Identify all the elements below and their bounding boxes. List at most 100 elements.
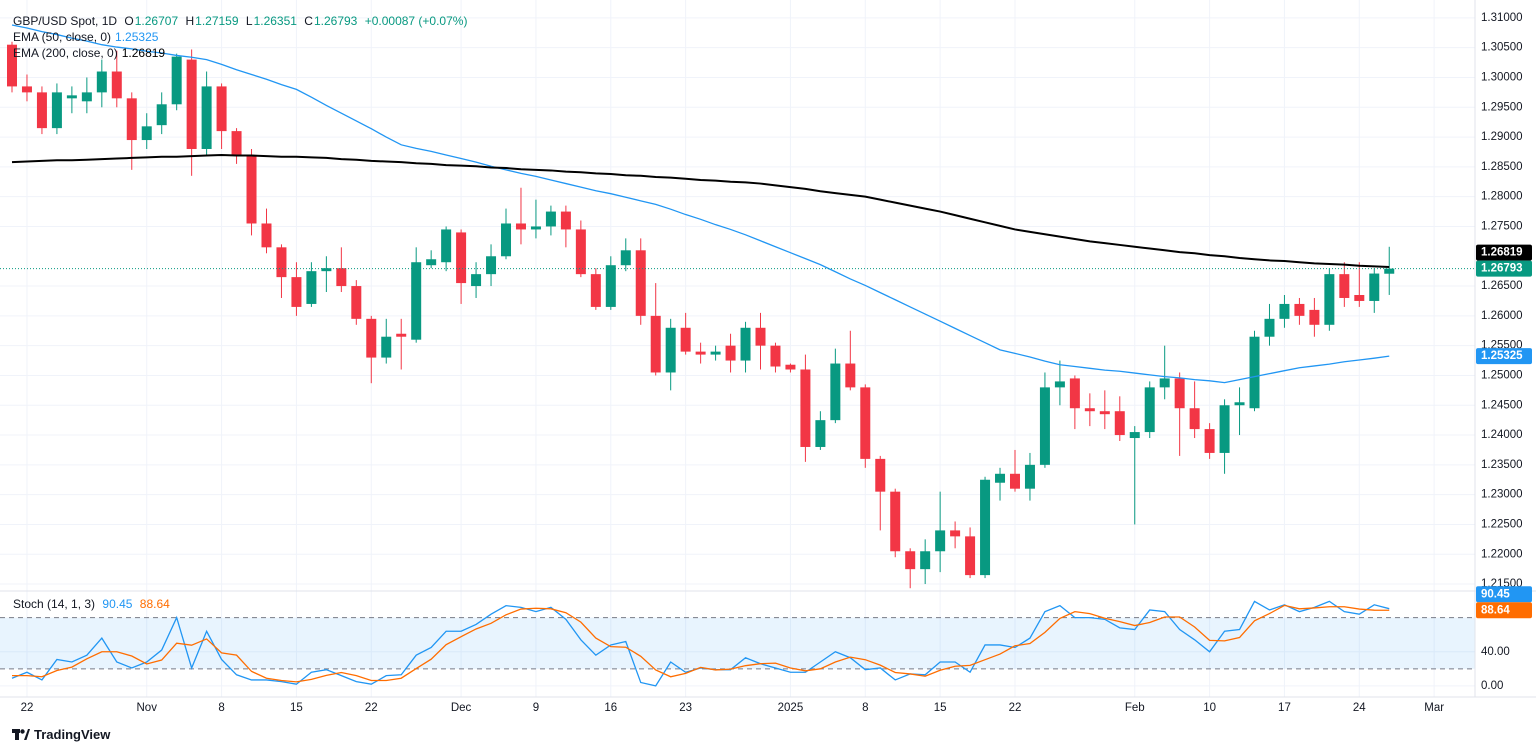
series-line — [11, 153, 1390, 269]
candle-body — [471, 274, 482, 287]
candle-body — [1129, 432, 1140, 439]
x-tick-label: 17 — [1278, 702, 1291, 714]
candle-body — [306, 271, 317, 304]
candle-body — [381, 336, 392, 358]
price-badge — [1476, 260, 1532, 277]
candle-body — [141, 126, 152, 141]
title-row: GBP/USD Spot, 1D O1.26707 H1.27159 L1.26… — [13, 13, 471, 29]
indicator-title: Stoch (14, 1, 3) — [13, 597, 96, 611]
legend-value: 1.26819 — [121, 46, 166, 60]
x-tick-label: 8 — [218, 702, 224, 714]
candle-body — [620, 250, 631, 266]
candle-body — [920, 551, 931, 570]
series-line — [12, 604, 1390, 683]
candle-body — [111, 71, 122, 99]
candle-body — [1219, 405, 1230, 453]
candle-body — [875, 458, 886, 492]
candle-body — [96, 71, 107, 93]
candle-body — [1249, 336, 1260, 409]
x-tick-label: 23 — [679, 702, 692, 714]
price-badge — [1476, 348, 1532, 365]
candle-body — [830, 363, 841, 421]
y-tick-label: 1.24500 — [1481, 399, 1523, 411]
candle-body — [815, 420, 826, 447]
candle-body — [1204, 429, 1215, 453]
candle-body — [710, 351, 721, 355]
candle-body — [7, 44, 17, 87]
candle-body — [695, 351, 706, 355]
candle-body — [680, 327, 691, 352]
candle-body — [1234, 402, 1245, 406]
candle-body — [950, 530, 961, 537]
ohlc-letter: H — [185, 14, 195, 28]
candle-body — [1054, 381, 1065, 388]
candle-body — [276, 247, 287, 278]
candle-body — [1069, 378, 1080, 409]
ohlc-value: 1.26707 — [134, 14, 179, 28]
y-tick-label: 1.30000 — [1481, 72, 1523, 84]
candle-body — [426, 259, 437, 266]
legend-value: 90.45 — [102, 597, 133, 611]
candle-body — [486, 256, 497, 275]
candle-body — [1024, 464, 1035, 489]
chart-title: GBP/USD Spot, 1D — [13, 14, 118, 28]
price-badge — [1476, 602, 1532, 619]
candle-body — [785, 364, 796, 370]
y-tick-label: 0.00 — [1481, 680, 1503, 692]
candle-body — [740, 327, 751, 361]
candle-body — [545, 211, 556, 227]
candle-body — [246, 154, 257, 224]
candle-body — [1354, 295, 1365, 301]
x-tick-label: 15 — [290, 702, 303, 714]
x-tick-label: 9 — [533, 702, 539, 714]
x-tick-label: Mar — [1424, 702, 1444, 714]
candle-body — [456, 232, 467, 284]
candle-body — [351, 286, 362, 319]
candle-body — [1159, 378, 1170, 388]
x-tick-label: Dec — [451, 702, 472, 714]
level-band — [0, 617, 1475, 669]
candle-body — [965, 536, 976, 576]
candle-body — [441, 229, 452, 263]
x-tick-label: 15 — [934, 702, 947, 714]
candle-body — [81, 92, 92, 102]
candle-body — [156, 104, 167, 126]
plot — [0, 24, 1475, 687]
candle-body — [1189, 408, 1200, 430]
x-tick-label: Feb — [1125, 702, 1145, 714]
candle-body — [1309, 309, 1320, 325]
axes: 22 Nov 8 15 22 Dec 9 16 23 2025 8 15 22 Feb 10 17 24 Mar 1… — [0, 0, 1536, 714]
candle-body — [800, 369, 811, 447]
candle-body — [1174, 378, 1185, 409]
candle-body — [515, 223, 526, 230]
candle-body — [1339, 274, 1350, 298]
y-tick-label: 1.25000 — [1481, 369, 1523, 381]
candle-body — [1084, 408, 1095, 412]
candle-body — [261, 223, 272, 248]
y-tick-label: 40.00 — [1481, 646, 1510, 658]
legend-entry: EMA (50, close, 0) 1.25325 — [13, 29, 471, 45]
candle-body — [51, 92, 62, 129]
x-tick-label: 22 — [1009, 702, 1022, 714]
x-tick-label: 16 — [604, 702, 617, 714]
change-label: +0.00087 (+0.07%) — [364, 14, 468, 28]
candle-body — [1114, 411, 1125, 436]
candle-body — [635, 250, 646, 316]
candle-body — [575, 229, 586, 275]
y-tick-label: 1.24000 — [1481, 429, 1523, 441]
grid — [0, 0, 1475, 697]
candle-body — [560, 211, 571, 230]
legend-value: 1.25325 — [115, 30, 159, 44]
y-tick-label: 1.28500 — [1481, 161, 1523, 173]
ohlc-value: 1.26351 — [253, 14, 297, 28]
candle-body — [1324, 274, 1335, 325]
price-badge-label: 1.25325 — [1481, 350, 1523, 362]
candle-body — [590, 274, 601, 307]
y-tick-label: 1.28000 — [1481, 191, 1523, 203]
candle-body — [770, 345, 781, 367]
y-tick-label: 1.22000 — [1481, 548, 1523, 560]
candle-body — [1039, 387, 1050, 465]
candle-body — [665, 327, 676, 373]
